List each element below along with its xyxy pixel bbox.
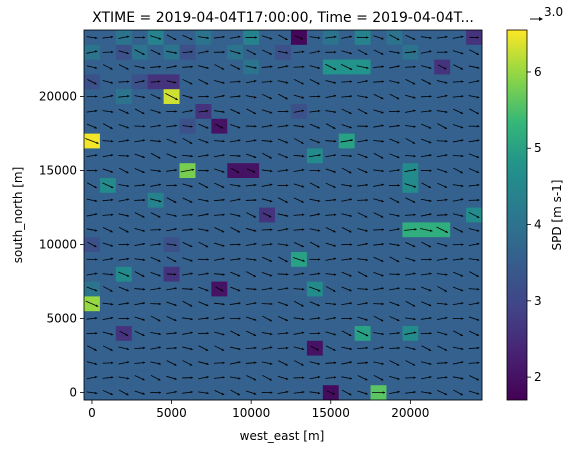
- colorbar-tick-label: 2: [534, 370, 542, 384]
- x-tick-label: 0: [88, 406, 96, 420]
- quiver-key-label: 3.0: [544, 5, 563, 19]
- colorbar: [507, 30, 527, 400]
- quiver-key-arrow-head: [539, 17, 543, 21]
- y-axis-label: south_north [m]: [11, 167, 25, 264]
- colorbar-tick-label: 3: [534, 294, 542, 308]
- x-tick-label: 15000: [312, 406, 350, 420]
- y-tick-label: 0: [69, 386, 77, 400]
- colorbar-label: SPD [m s-1]: [550, 180, 564, 251]
- y-tick-label: 15000: [39, 164, 77, 178]
- colorbar-tick-label: 5: [534, 141, 542, 155]
- colorbar-tick-label: 6: [534, 65, 542, 79]
- chart-title: XTIME = 2019-04-04T17:00:00, Time = 2019…: [92, 10, 474, 26]
- x-tick-label: 5000: [156, 406, 187, 420]
- x-tick-label: 10000: [232, 406, 270, 420]
- colorbar-tick-label: 4: [534, 218, 542, 232]
- x-axis-label: west_east [m]: [240, 429, 325, 443]
- y-tick-label: 20000: [39, 90, 77, 104]
- y-tick-label: 10000: [39, 238, 77, 252]
- x-tick-label: 20000: [391, 406, 429, 420]
- y-tick-label: 5000: [46, 312, 77, 326]
